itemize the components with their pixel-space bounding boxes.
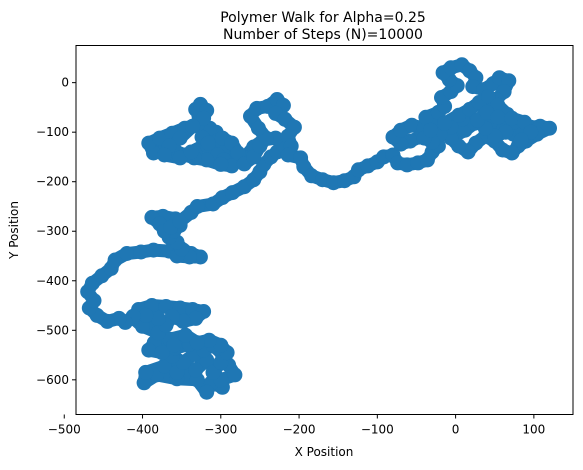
walk-point (423, 122, 439, 138)
x-tick-label: 100 (522, 423, 545, 437)
x-tick-label: −200 (283, 423, 316, 437)
x-tick-label: −300 (204, 423, 237, 437)
chart-subtitle: Number of Steps (N)=10000 (223, 27, 423, 43)
walk-point (188, 310, 204, 326)
walk-point (156, 147, 172, 163)
walk-point (192, 249, 208, 265)
walk-point (138, 364, 154, 380)
walk-point (146, 242, 161, 258)
walk-point (451, 107, 467, 123)
walk-point (418, 109, 434, 125)
walk-point (166, 337, 182, 353)
x-tick-label: −500 (48, 423, 81, 437)
y-tick-label: −100 (36, 125, 69, 139)
walk-point (213, 337, 229, 353)
y-axis-label: Y Position (7, 201, 21, 260)
walk-point (246, 149, 262, 165)
y-tick-label: −200 (36, 175, 69, 189)
walk-point (224, 158, 240, 174)
walk-point (133, 244, 149, 260)
plot-area (80, 57, 557, 400)
y-tick-label: −300 (36, 224, 69, 238)
walk-point (141, 342, 157, 358)
walk-point (189, 199, 205, 214)
walk-point (172, 213, 188, 229)
walk-point (196, 110, 212, 126)
walk-point (199, 152, 215, 168)
walk-point (225, 185, 240, 201)
x-tick-label: 0 (452, 423, 460, 437)
walk-point (150, 310, 166, 326)
axis-ticks: −500 −400 −300 −200 −100 0 100 0 −100 −200 −300 −40… (36, 76, 545, 437)
walk-point (178, 327, 194, 343)
y-tick-label: −600 (36, 373, 69, 387)
walk-point (111, 310, 127, 326)
walk-point (542, 120, 557, 136)
x-tick-label: −100 (361, 423, 394, 437)
walk-point (230, 145, 246, 161)
chart-title: Polymer Walk for Alpha=0.25 (220, 10, 426, 26)
walk-point (119, 246, 135, 261)
walk-point (201, 332, 217, 348)
walk-point (490, 109, 506, 125)
walk-point (280, 147, 296, 163)
walk-point (404, 117, 420, 133)
walk-point (172, 150, 188, 166)
walk-point (513, 132, 529, 148)
walk-point (200, 135, 216, 151)
y-tick-label: −400 (36, 274, 69, 288)
walk-point (213, 156, 229, 172)
x-axis-label: X Position (295, 445, 354, 459)
walk-point (183, 144, 199, 160)
walk-point (107, 252, 123, 268)
walk-point (138, 307, 154, 323)
walk-point (504, 110, 520, 126)
walk-point (250, 120, 266, 136)
walk-point (188, 362, 204, 378)
walk-point (490, 97, 506, 113)
walk-point (227, 367, 243, 383)
walk-point (481, 89, 496, 104)
walk-point (199, 384, 215, 400)
walk-point (175, 355, 191, 370)
walk-point (189, 335, 205, 351)
walk-point (154, 345, 170, 361)
y-tick-label: −500 (36, 323, 69, 337)
axes-frame (75, 45, 574, 415)
x-tick-label: −400 (126, 423, 159, 437)
walk-point (437, 115, 453, 131)
y-tick-label: 0 (61, 76, 69, 90)
walk-point (172, 130, 188, 146)
walk-point (185, 118, 201, 134)
